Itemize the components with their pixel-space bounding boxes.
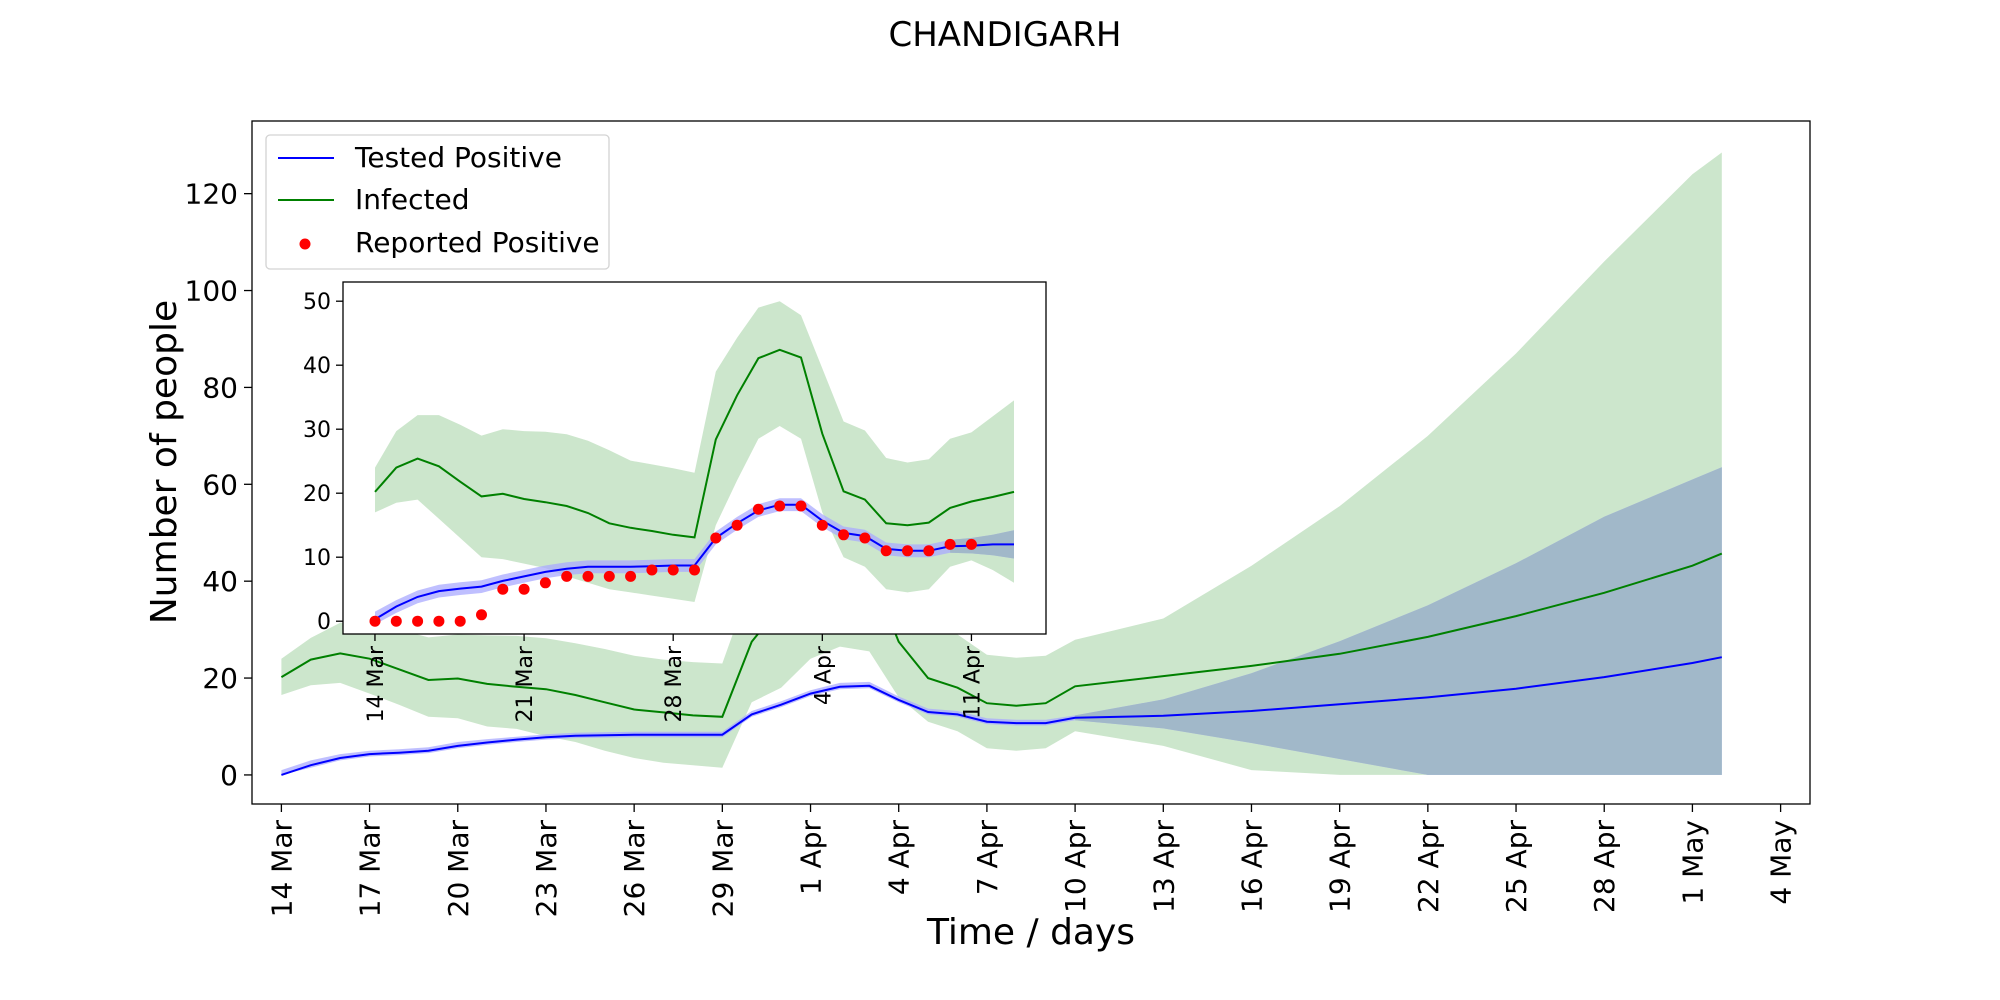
chart-title: CHANDIGARH [888, 15, 1121, 55]
x-tick-label: 26 Mar [618, 820, 651, 918]
x-tick-label: 19 Apr [1324, 820, 1357, 913]
main-plot-frame [251, 120, 1811, 805]
x-tick-label: 22 Apr [1412, 820, 1445, 913]
reported-positive-point [646, 564, 658, 576]
inset-series [369, 301, 1015, 627]
reported-positive-point [752, 503, 764, 515]
legend-reported-swatch [299, 238, 311, 250]
reported-positive-point [390, 615, 402, 627]
inset-x-tick-label: 14 Mar [364, 645, 389, 722]
x-tick-label: 25 Apr [1500, 820, 1533, 913]
reported-positive-point [774, 500, 786, 512]
x-tick-label: 1 May [1676, 820, 1709, 905]
infected-confidence-band [281, 152, 1722, 775]
inset-frame [342, 281, 1047, 635]
reported-positive-point [923, 545, 935, 557]
reported-positive-point [816, 519, 828, 531]
reported-positive-point [880, 545, 892, 557]
y-tick-label: 0 [220, 759, 238, 792]
inset-y-tick-label: 40 [303, 354, 331, 379]
x-tick-label: 17 Mar [354, 820, 387, 918]
x-tick-label: 20 Mar [442, 820, 475, 918]
x-tick-label: 1 Apr [795, 820, 828, 896]
reported-positive-point [710, 532, 722, 544]
legend-reported-label: Reported Positive [355, 226, 600, 259]
y-tick-label: 20 [202, 662, 238, 695]
x-tick-label: 4 Apr [883, 820, 916, 896]
inset-infected-line [374, 348, 1015, 539]
x-axis: 14 Mar 17 Mar 20 Mar 23 Mar 26 Mar 29 Mar 1 Ap… [265, 804, 1798, 918]
reported-positive-point [944, 538, 956, 550]
x-tick-label: 4 May [1765, 820, 1798, 905]
reported-positive-point [518, 583, 530, 595]
inset-x-axis: 14 Mar 21 Mar 28 Mar 4 Apr 11 Apr [364, 634, 985, 723]
inset-y-tick-label: 10 [303, 546, 331, 571]
x-tick-label: 29 Mar [706, 820, 739, 918]
reported-positive-point [838, 529, 850, 541]
reported-positive-point [539, 577, 551, 589]
reported-positive-point [454, 615, 466, 627]
inset-x-tick-label: 4 Apr [811, 645, 836, 705]
y-axis: 0 20 40 60 80 100 120 [185, 178, 252, 792]
reported-positive-point [859, 532, 871, 544]
reported-positive-point [667, 564, 679, 576]
inset-infected-band [375, 301, 1014, 602]
inset-x-tick-label: 11 Apr [960, 645, 985, 719]
inset-y-tick-label: 30 [303, 418, 331, 443]
x-tick-label: 23 Mar [530, 820, 563, 918]
reported-positive-point [561, 570, 573, 582]
x-tick-label: 7 Apr [971, 820, 1004, 896]
x-tick-label: 10 Apr [1059, 820, 1092, 913]
reported-positive-point [369, 615, 381, 627]
reported-positive-point [497, 583, 509, 595]
inset-tested-band [375, 498, 1014, 625]
y-tick-label: 120 [185, 178, 238, 211]
x-tick-label: 14 Mar [265, 820, 298, 918]
reported-positive-point [603, 570, 615, 582]
legend: Tested Positive Infected Reported Positi… [265, 134, 610, 270]
y-tick-label: 60 [202, 468, 238, 501]
reported-positive-point [433, 615, 445, 627]
legend-box [265, 134, 610, 270]
inset-x-tick-label: 21 Mar [513, 645, 538, 722]
reported-positive-point [625, 570, 637, 582]
legend-tested-label: Tested Positive [354, 141, 562, 174]
y-tick-label: 40 [202, 565, 238, 598]
reported-positive-point [689, 564, 700, 576]
inset-axes: 14 Mar 21 Mar 28 Mar 4 Apr 11 Apr 0 10 20 30 40 5… [303, 281, 1047, 723]
inset-y-tick-label: 0 [317, 610, 331, 635]
reported-positive-point [731, 519, 743, 531]
x-tick-label: 28 Apr [1588, 820, 1621, 913]
tested-positive-line [281, 656, 1722, 776]
reported-positive-point [795, 500, 807, 512]
inset-y-axis: 0 10 20 30 40 50 [303, 290, 343, 635]
reported-positive-point [476, 609, 487, 621]
tested-projection-band [1075, 467, 1722, 775]
x-tick-label: 16 Apr [1235, 820, 1268, 913]
inset-y-tick-label: 20 [303, 482, 331, 507]
legend-infected-label: Infected [355, 183, 469, 216]
y-axis-label: Number of people [144, 300, 185, 624]
main-axes: 14 Mar 17 Mar 20 Mar 23 Mar 26 Mar 29 Mar 1 Ap… [144, 120, 1811, 953]
reported-positive-point [902, 545, 913, 557]
reported-positive-point [582, 570, 594, 582]
y-tick-label: 80 [202, 371, 238, 404]
reported-positive-point [965, 538, 977, 550]
inset-x-tick-label: 28 Mar [662, 645, 687, 722]
reported-positive-point [412, 615, 424, 627]
x-tick-label: 13 Apr [1147, 820, 1180, 913]
inset-y-tick-label: 50 [303, 290, 331, 315]
y-tick-label: 100 [185, 275, 238, 308]
x-axis-label: Time / days [926, 912, 1135, 953]
